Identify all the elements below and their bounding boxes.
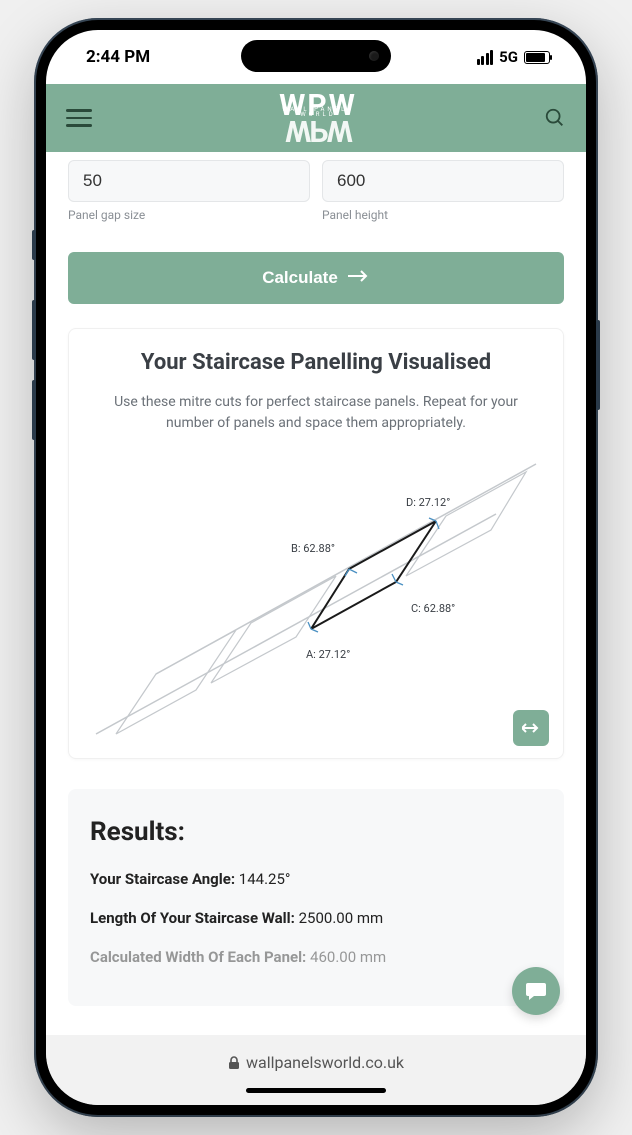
input-row: Panel gap size Panel height bbox=[68, 160, 564, 222]
result-row: Your Staircase Angle: 144.25° bbox=[90, 869, 542, 890]
result-row: Calculated Width Of Each Panel: 460.00 m… bbox=[90, 947, 542, 968]
panel-gap-label: Panel gap size bbox=[68, 208, 310, 222]
viz-subtitle: Use these mitre cuts for perfect stairca… bbox=[87, 392, 545, 434]
angle-b-label: B: 62.88° bbox=[291, 542, 335, 555]
angle-d-label: D: 27.12° bbox=[406, 496, 450, 509]
side-button bbox=[32, 230, 36, 260]
brand-logo[interactable]: WPW WALL PANELS WORLD WPW bbox=[279, 94, 357, 142]
staircase-diagram: A: 27.12° B: 62.88° C: 62.88° D: 27.12° bbox=[87, 454, 545, 744]
result-label: Length Of Your Staircase Wall: bbox=[90, 909, 295, 927]
url-bar[interactable]: wallpanelsworld.co.uk bbox=[228, 1053, 404, 1072]
lock-icon bbox=[228, 1056, 240, 1070]
page-content: Panel gap size Panel height Calculate Yo… bbox=[46, 152, 586, 1006]
menu-button[interactable] bbox=[66, 109, 92, 127]
result-label: Calculated Width Of Each Panel: bbox=[90, 948, 306, 966]
arrow-right-icon bbox=[348, 268, 370, 288]
power-button bbox=[596, 320, 600, 410]
phone-frame: 2:44 PM 5G WPW WALL PANELS WORLD WPW bbox=[36, 20, 596, 1115]
diagram-svg: A: 27.12° B: 62.88° C: 62.88° D: 27.12° bbox=[87, 454, 545, 744]
volume-down bbox=[32, 380, 36, 440]
chat-fab[interactable] bbox=[512, 967, 560, 1015]
search-button[interactable] bbox=[544, 107, 566, 129]
status-right: 5G bbox=[477, 48, 550, 66]
status-time: 2:44 PM bbox=[86, 47, 150, 67]
result-value: 144.25° bbox=[239, 870, 291, 888]
panel-height-input[interactable] bbox=[322, 160, 564, 202]
dynamic-island bbox=[241, 40, 391, 72]
screen: 2:44 PM 5G WPW WALL PANELS WORLD WPW bbox=[46, 30, 586, 1105]
url-text: wallpanelsworld.co.uk bbox=[246, 1053, 404, 1072]
visualisation-card: Your Staircase Panelling Visualised Use … bbox=[68, 328, 564, 759]
result-row: Length Of Your Staircase Wall: 2500.00 m… bbox=[90, 908, 542, 929]
fade-overlay bbox=[46, 1015, 586, 1035]
result-value: 2500.00 mm bbox=[299, 909, 384, 927]
signal-icon bbox=[477, 50, 494, 65]
results-card: Results: Your Staircase Angle: 144.25° L… bbox=[68, 789, 564, 1006]
browser-bottom-bar: wallpanelsworld.co.uk bbox=[46, 1035, 586, 1105]
viz-title: Your Staircase Panelling Visualised bbox=[87, 349, 545, 378]
angle-a-label: A: 27.12° bbox=[306, 648, 350, 661]
panel-gap-input[interactable] bbox=[68, 160, 310, 202]
result-value: 460.00 mm bbox=[310, 948, 386, 966]
app-header: WPW WALL PANELS WORLD WPW bbox=[46, 84, 586, 152]
swap-direction-button[interactable] bbox=[513, 710, 549, 746]
panel-height-label: Panel height bbox=[322, 208, 564, 222]
angle-c-label: C: 62.88° bbox=[411, 602, 455, 615]
home-indicator[interactable] bbox=[246, 1088, 386, 1093]
logo-text-bottom: WPW bbox=[279, 118, 357, 142]
results-heading: Results: bbox=[90, 817, 542, 847]
battery-icon bbox=[524, 51, 550, 64]
calculate-button[interactable]: Calculate bbox=[68, 252, 564, 304]
result-label: Your Staircase Angle: bbox=[90, 870, 235, 888]
volume-up bbox=[32, 300, 36, 360]
calculate-label: Calculate bbox=[262, 268, 338, 288]
network-label: 5G bbox=[499, 48, 518, 66]
